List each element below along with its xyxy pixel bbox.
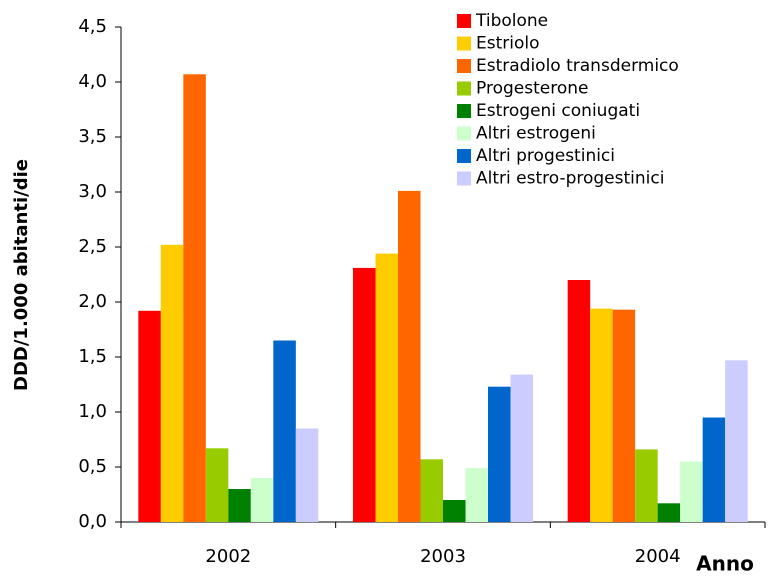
legend-swatch	[457, 81, 471, 96]
legend-label: Progesterone	[476, 79, 588, 99]
bar	[250, 478, 274, 522]
legend-label: Estradiolo transdermico	[476, 56, 679, 76]
y-tick-label: 2,5	[78, 236, 107, 257]
legend-label: Altri estro-progestinici	[476, 169, 664, 189]
bar	[465, 468, 488, 522]
bar	[657, 503, 681, 522]
legend-swatch	[457, 36, 471, 51]
y-tick-label: 4,5	[78, 16, 107, 37]
bar	[702, 417, 726, 522]
y-tick-label: 0,0	[78, 511, 107, 532]
x-axis-title: Anno	[696, 552, 754, 576]
bar	[725, 360, 748, 522]
bar	[488, 386, 511, 522]
legend-swatch	[457, 14, 471, 28]
bar	[228, 489, 251, 522]
bar	[273, 340, 296, 522]
legend-label: Altri estrogeni	[476, 124, 596, 144]
bar	[567, 280, 591, 522]
legend-swatch	[457, 104, 471, 118]
bar	[183, 74, 206, 523]
bar	[443, 500, 466, 522]
bar	[138, 310, 161, 522]
bar	[510, 374, 533, 522]
bar	[205, 448, 229, 522]
legend-label: Estriolo	[476, 34, 540, 54]
y-axis-title: DDD/1.000 abitanti/die	[11, 159, 32, 391]
legend-swatch	[457, 149, 471, 163]
legend-swatch	[457, 171, 471, 186]
bar	[353, 267, 376, 522]
y-tick-label: 2,0	[78, 291, 107, 312]
legend-label: Altri progestinici	[476, 146, 615, 166]
bar	[295, 428, 319, 522]
bar	[375, 253, 398, 522]
x-tick-label: 2002	[205, 546, 251, 567]
bar	[160, 244, 184, 523]
bar	[420, 459, 443, 522]
legend-swatch	[457, 126, 471, 141]
y-tick-label: 3,0	[78, 181, 107, 202]
bar	[590, 308, 613, 522]
legend-swatch	[457, 59, 471, 73]
legend-label: Estrogeni coniugati	[476, 101, 640, 121]
bar	[398, 190, 421, 522]
y-tick-label: 0,5	[78, 456, 107, 477]
y-tick-label: 4,0	[78, 71, 107, 92]
bar	[612, 309, 636, 522]
x-tick-label: 2004	[635, 546, 681, 567]
legend-label: Tibolone	[475, 11, 548, 31]
y-tick-label: 1,5	[78, 346, 107, 367]
bar	[680, 461, 703, 522]
y-tick-label: 1,0	[78, 401, 107, 422]
x-tick-label: 2003	[420, 546, 466, 567]
y-tick-label: 3,5	[78, 126, 107, 147]
bar	[635, 449, 658, 522]
